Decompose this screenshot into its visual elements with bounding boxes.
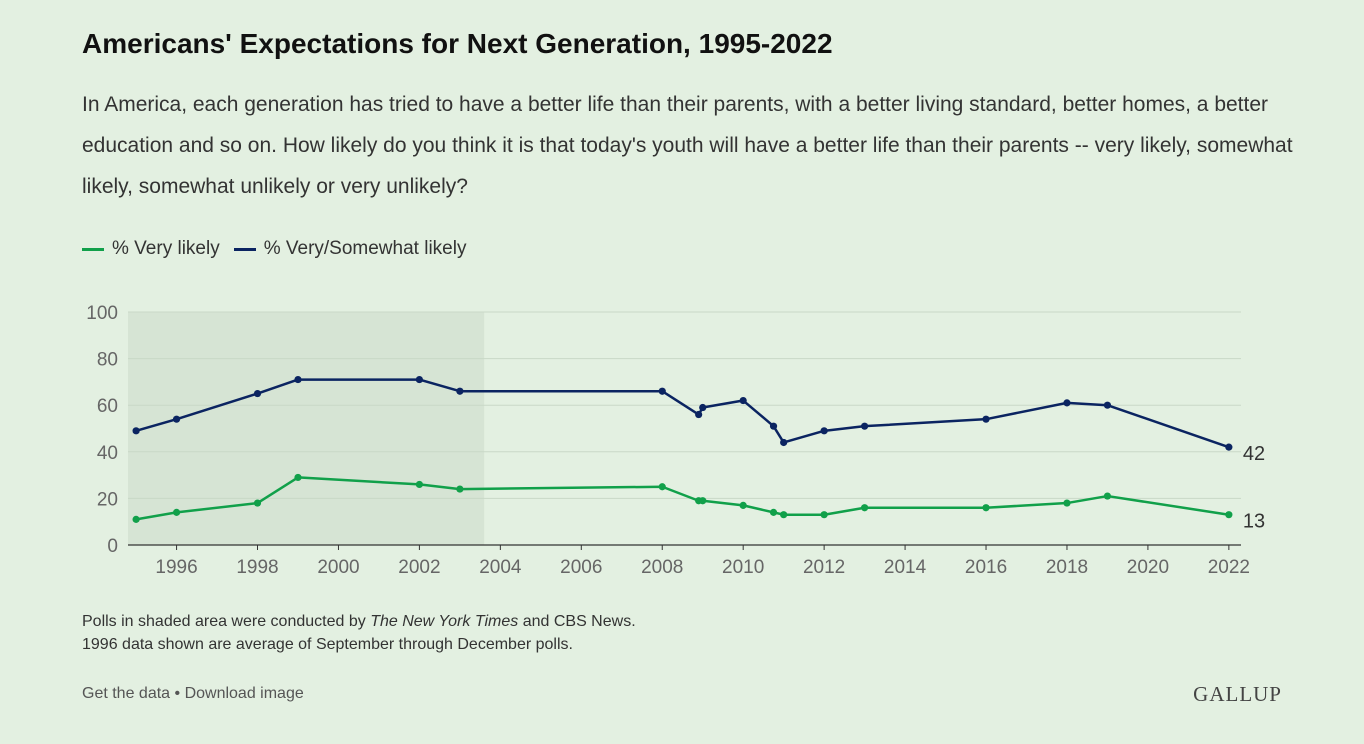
chart-notes: Polls in shaded area were conducted by T… [82,610,636,656]
data-point-very-likely [658,483,666,491]
data-point-very-somewhat-likely [1103,401,1112,409]
x-tick-label: 2000 [317,557,359,578]
shaded-region [128,312,485,545]
gallup-logo: GALLUP [1193,682,1282,706]
y-tick-label: 100 [86,303,118,324]
end-label-very-likely: 13 [1243,511,1265,533]
data-point-very-somewhat-likely [739,396,747,405]
data-point-very-likely [780,511,788,519]
data-point-very-likely [769,508,778,516]
footer-separator: • [170,685,185,702]
data-point-very-likely [1063,499,1071,507]
data-point-very-somewhat-likely [456,387,464,395]
data-point-very-likely [820,511,828,519]
chart-title: Americans' Expectations for Next Generat… [82,28,833,59]
x-tick-label: 2002 [398,557,440,578]
y-tick-label: 60 [97,396,118,417]
data-point-very-somewhat-likely [861,422,869,430]
series-line-very-likely [135,476,1230,521]
data-point-very-likely [132,515,140,523]
x-tick-label: 2008 [641,557,683,578]
data-point-very-likely [253,499,262,507]
x-tick-label: 1996 [155,557,197,578]
data-point-very-likely [1225,511,1233,519]
data-point-very-likely [739,501,747,509]
note-1996-average: 1996 data shown are average of September… [82,636,573,653]
x-tick-label: 2022 [1208,557,1250,578]
chart-subtitle: In America, each generation has tried to… [82,93,1293,198]
data-point-very-likely [415,480,424,489]
data-point-very-somewhat-likely [172,415,181,423]
footer-links: Get the data • Download image [82,685,304,703]
data-point-very-somewhat-likely [658,387,666,395]
data-point-very-somewhat-likely [695,410,703,419]
data-point-very-somewhat-likely [1063,399,1071,407]
legend-swatch-very-likely [82,247,104,251]
x-tick-label: 2018 [1046,557,1088,578]
data-point-very-somewhat-likely [294,375,302,384]
x-tick-label: 2020 [1127,557,1169,578]
note-publication: The New York Times [370,613,519,630]
line-chart: 0 20 40 60 80 100 1996 1998 2000 2002 2004 2006 2008… [86,303,1265,578]
x-tick-label: 2004 [479,557,522,578]
data-point-very-likely [1103,492,1112,500]
x-tick-label: 2012 [803,557,845,578]
data-point-very-somewhat-likely [820,427,828,435]
data-point-very-somewhat-likely [699,403,707,412]
x-tick-label: 2006 [560,557,602,578]
chart-legend: % Very likely % Very/Somewhat likely [82,238,466,260]
note-shaded-area: Polls in shaded area were conducted by T… [82,613,636,630]
data-point-very-somewhat-likely [132,427,140,435]
y-tick-label: 20 [97,489,118,510]
series-line-very-somewhat-likely [135,378,1230,449]
legend-swatch-very-somewhat-likely [233,247,256,251]
data-point-very-somewhat-likely [982,415,990,423]
get-data-link[interactable]: Get the data [82,685,171,702]
data-point-very-likely [172,508,181,516]
legend-item-very-somewhat-likely[interactable]: % Very/Somewhat likely [233,238,467,260]
x-tick-label: 2010 [722,557,764,578]
y-tick-label: 40 [97,443,118,464]
data-point-very-likely [294,473,302,482]
data-point-very-likely [456,485,464,493]
data-point-very-likely [982,504,990,512]
download-image-link[interactable]: Download image [184,685,304,702]
data-point-very-somewhat-likely [415,375,424,384]
data-point-very-likely [699,497,707,505]
end-label-very-somewhat-likely: 42 [1243,443,1265,465]
data-point-very-somewhat-likely [1225,443,1233,451]
data-point-very-somewhat-likely [253,389,262,398]
y-tick-label: 80 [97,350,118,371]
data-point-very-likely [861,504,869,512]
y-tick-label: 0 [107,536,118,557]
x-tick-label: 2016 [965,557,1007,578]
data-point-very-somewhat-likely [769,422,778,430]
legend-item-very-likely[interactable]: % Very likely [82,238,220,260]
data-point-very-somewhat-likely [780,438,788,447]
x-tick-label: 2014 [884,557,927,578]
legend-label-very-somewhat-likely: % Very/Somewhat likely [263,238,467,259]
x-tick-label: 1998 [236,557,278,578]
legend-label-very-likely: % Very likely [112,238,220,259]
